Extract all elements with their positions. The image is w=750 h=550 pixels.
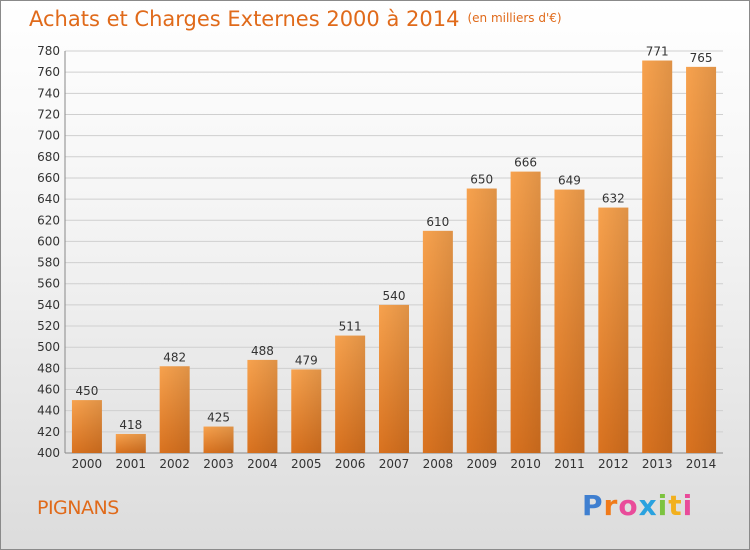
x-tick-label: 2008 <box>423 457 454 471</box>
value-label: 649 <box>558 174 581 188</box>
y-tick-label: 400 <box>37 446 60 460</box>
value-label: 650 <box>470 173 493 187</box>
value-label: 418 <box>119 418 142 432</box>
bar-shade <box>379 304 409 453</box>
value-label: 765 <box>690 51 713 65</box>
x-tick-label: 2002 <box>159 457 190 471</box>
y-tick-label: 580 <box>37 256 60 270</box>
proxiti-logo: Proxiti <box>582 489 693 522</box>
value-label: 450 <box>75 384 98 398</box>
bar-shade <box>335 335 366 453</box>
y-tick-labels: 400 420 440 460 480 500 520 540 560 580 600 620 640 6… <box>37 44 60 460</box>
logo-letter: x <box>638 489 658 522</box>
value-labels: 450 418 482 425 488 479 511 540 610 650 666 649 632 7… <box>75 45 712 432</box>
logo-letter: r <box>603 489 619 522</box>
value-label: 479 <box>295 353 318 367</box>
bar-shade <box>642 60 673 453</box>
y-tick-label: 780 <box>37 44 60 58</box>
y-tick-label: 640 <box>37 192 60 206</box>
chart-title-text: Achats et Charges Externes 2000 à 2014 <box>29 7 460 31</box>
bar-shade <box>422 230 453 453</box>
logo-letter: i <box>682 489 694 522</box>
logo-letter: o <box>618 489 639 522</box>
bar-shade <box>598 207 629 453</box>
y-tick-label: 520 <box>37 319 60 333</box>
logo-letter: i <box>657 489 669 522</box>
bar-shade <box>71 400 102 453</box>
x-tick-label: 2014 <box>686 457 717 471</box>
y-tick-label: 720 <box>37 107 60 121</box>
bar-shade <box>115 433 146 453</box>
bar-shade <box>466 188 497 454</box>
bar-shade <box>203 426 234 453</box>
logo-letter: P <box>582 489 604 522</box>
chart-subtitle: (en milliers d'€) <box>467 11 562 25</box>
y-tick-label: 540 <box>37 298 60 312</box>
y-tick-label: 440 <box>37 404 60 418</box>
value-label: 666 <box>514 156 537 170</box>
bar-shade <box>686 66 717 454</box>
y-tick-label: 680 <box>37 150 60 164</box>
y-tick-label: 480 <box>37 361 60 375</box>
value-label: 632 <box>602 192 625 206</box>
x-tick-label: 2009 <box>466 457 497 471</box>
y-tick-label: 660 <box>37 171 60 185</box>
value-label: 771 <box>646 45 669 59</box>
x-tick-labels: 2000 2001 2002 2003 2004 2005 2006 2007 2008 2009… <box>72 457 717 471</box>
x-tick-label: 2004 <box>247 457 278 471</box>
bar-shade <box>554 189 585 453</box>
x-tick-label: 2013 <box>642 457 673 471</box>
value-label: 488 <box>251 344 274 358</box>
logo-letter: t <box>668 489 683 522</box>
x-tick-label: 2010 <box>510 457 541 471</box>
x-tick-label: 2007 <box>379 457 410 471</box>
y-tick-label: 760 <box>37 65 60 79</box>
y-tick-label: 560 <box>37 277 60 291</box>
x-tick-label: 2001 <box>116 457 147 471</box>
value-label: 540 <box>383 289 406 303</box>
bar-shade <box>247 359 278 453</box>
y-tick-label: 700 <box>37 129 60 143</box>
value-label: 511 <box>339 320 362 334</box>
x-tick-label: 2000 <box>72 457 103 471</box>
y-tick-label: 500 <box>37 340 60 354</box>
x-tick-label: 2012 <box>598 457 629 471</box>
x-tick-label: 2006 <box>335 457 366 471</box>
y-tick-label: 620 <box>37 213 60 227</box>
bar-shade <box>510 171 541 453</box>
chart-title: Achats et Charges Externes 2000 à 2014 (e… <box>29 7 562 31</box>
x-tick-label: 2003 <box>203 457 234 471</box>
x-tick-label: 2005 <box>291 457 322 471</box>
x-tick-label: 2011 <box>554 457 585 471</box>
y-tick-label: 420 <box>37 425 60 439</box>
bars <box>71 60 717 454</box>
value-label: 482 <box>163 350 186 364</box>
bar-shade <box>159 366 190 453</box>
y-tick-label: 460 <box>37 383 60 397</box>
y-tick-label: 600 <box>37 234 60 248</box>
commune-name: PIGNANS <box>37 497 119 519</box>
y-tick-label: 740 <box>37 86 60 100</box>
value-label: 610 <box>426 215 449 229</box>
bar-shade <box>291 369 322 453</box>
value-label: 425 <box>207 411 230 425</box>
